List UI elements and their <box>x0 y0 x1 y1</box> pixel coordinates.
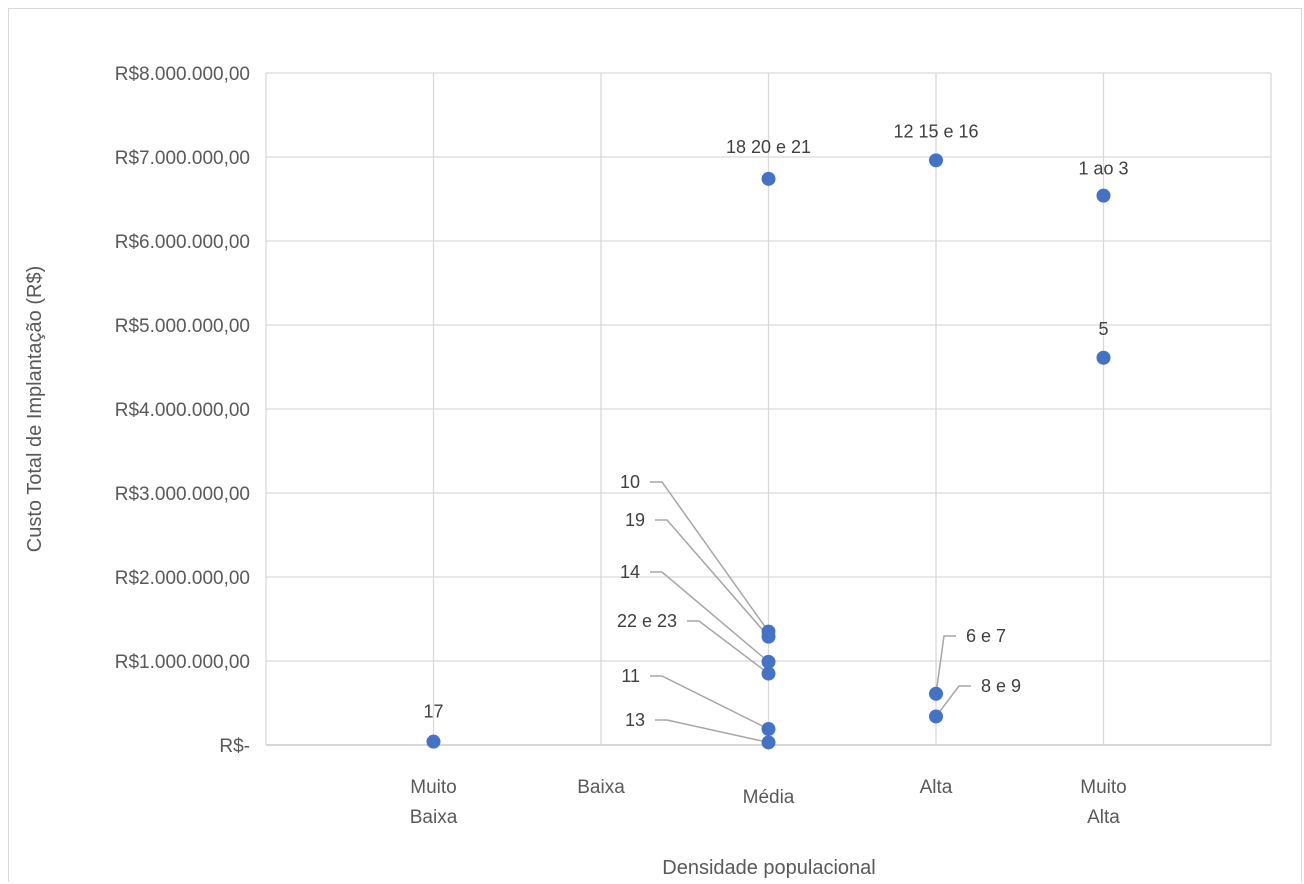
data-label: 10 <box>620 472 640 492</box>
y-axis-ticks: R$- R$1.000.000,00 R$2.000.000,00 R$3.000.0… <box>115 64 250 757</box>
leader-line <box>935 685 971 717</box>
data-point <box>929 709 943 724</box>
data-label: 6 e 7 <box>966 626 1006 646</box>
leader-line <box>655 719 769 744</box>
data-point <box>761 735 776 750</box>
leader-line <box>655 519 770 638</box>
y-tick-label: R$- <box>219 736 250 757</box>
data-label: 19 <box>625 510 645 530</box>
chart-frame <box>8 8 1302 882</box>
data-label: 18 20 e 21 <box>726 137 811 157</box>
x-tick-label: Média <box>743 787 795 808</box>
data-point <box>929 686 943 701</box>
data-point <box>1096 188 1111 203</box>
data-label: 1 ao 3 <box>1078 159 1128 179</box>
data-label: 17 <box>423 702 443 722</box>
y-axis-title: Custo Total de Implantação (R$) <box>24 266 46 552</box>
y-tick-label: R$1.000.000,00 <box>115 652 250 673</box>
x-tick-label: Alta <box>920 777 953 798</box>
leader-line <box>687 620 769 675</box>
data-point <box>761 654 776 669</box>
data-label: 14 <box>620 562 640 582</box>
x-axis-title: Densidade populacional <box>662 857 876 879</box>
data-point <box>929 153 943 168</box>
y-tick-label: R$6.000.000,00 <box>115 232 250 253</box>
y-tick-label: R$7.000.000,00 <box>115 148 250 169</box>
data-point <box>761 629 776 644</box>
data-label: 13 <box>625 710 645 730</box>
x-axis-ticks: Muito Baixa Baixa Média Alta Muito Alta <box>410 777 1127 828</box>
y-tick-label: R$2.000.000,00 <box>115 568 250 589</box>
x-tick-label: Baixa <box>577 777 625 798</box>
y-tick-label: R$3.000.000,00 <box>115 484 250 505</box>
data-label: 5 <box>1098 319 1108 339</box>
data-label: 8 e 9 <box>981 676 1021 696</box>
data-points <box>426 153 1111 750</box>
y-tick-label: R$5.000.000,00 <box>115 316 250 337</box>
data-point <box>761 722 776 737</box>
data-labels: 17 18 20 e 21 10 19 14 22 e 23 11 13 12 15 e 16 6… <box>423 121 1128 730</box>
leader-line <box>935 635 956 694</box>
data-label: 11 <box>621 666 640 686</box>
leader-lines <box>650 481 971 744</box>
x-tick-label: Muito Alta <box>1080 777 1126 828</box>
data-label: 12 15 e 16 <box>893 121 978 141</box>
y-tick-label: R$8.000.000,00 <box>115 64 250 85</box>
leader-line <box>650 675 769 730</box>
data-point <box>761 666 776 681</box>
data-label: 22 e 23 <box>617 611 677 631</box>
grid-layer <box>265 72 1272 746</box>
y-tick-label: R$4.000.000,00 <box>115 400 250 421</box>
data-point <box>761 171 776 186</box>
leader-line <box>650 571 769 663</box>
data-point <box>426 734 441 749</box>
data-point <box>1096 350 1111 365</box>
x-tick-label: Muito Baixa <box>410 777 458 828</box>
leader-line <box>650 481 770 633</box>
